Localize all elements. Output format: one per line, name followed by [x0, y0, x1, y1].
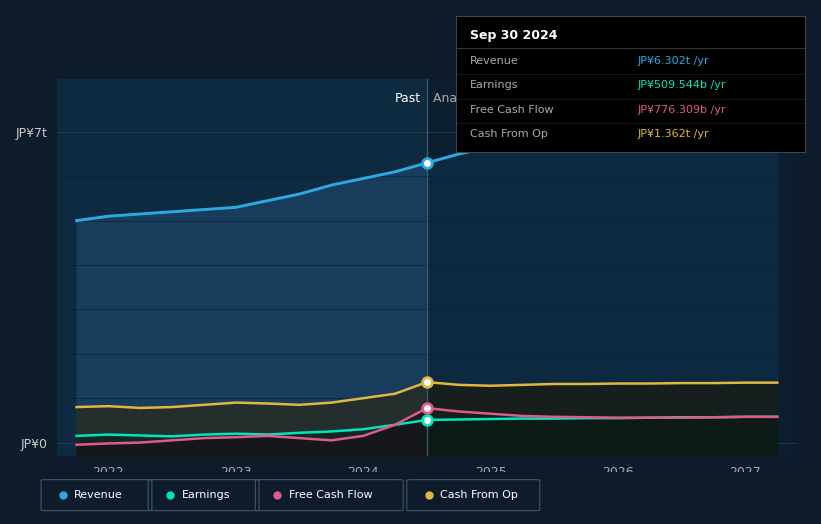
Text: JP¥6.302t /yr: JP¥6.302t /yr [637, 56, 709, 66]
Text: Analysts Forecasts: Analysts Forecasts [433, 92, 550, 105]
Text: Sep 30 2024: Sep 30 2024 [470, 29, 557, 42]
Text: Free Cash Flow: Free Cash Flow [470, 105, 553, 115]
Text: Free Cash Flow: Free Cash Flow [289, 490, 372, 500]
Text: Earnings: Earnings [181, 490, 230, 500]
Text: Cash From Op: Cash From Op [470, 129, 548, 139]
Bar [427, 79, 796, 456]
Text: Earnings: Earnings [470, 80, 518, 90]
Text: JP¥776.309b /yr: JP¥776.309b /yr [637, 105, 726, 115]
Text: Revenue: Revenue [75, 490, 123, 500]
Bar [57, 79, 427, 456]
Text: JP¥509.544b /yr: JP¥509.544b /yr [637, 80, 726, 90]
Text: Revenue: Revenue [470, 56, 518, 66]
Text: Cash From Op: Cash From Op [440, 490, 518, 500]
Text: JP¥1.362t /yr: JP¥1.362t /yr [637, 129, 709, 139]
Text: Past: Past [394, 92, 420, 105]
